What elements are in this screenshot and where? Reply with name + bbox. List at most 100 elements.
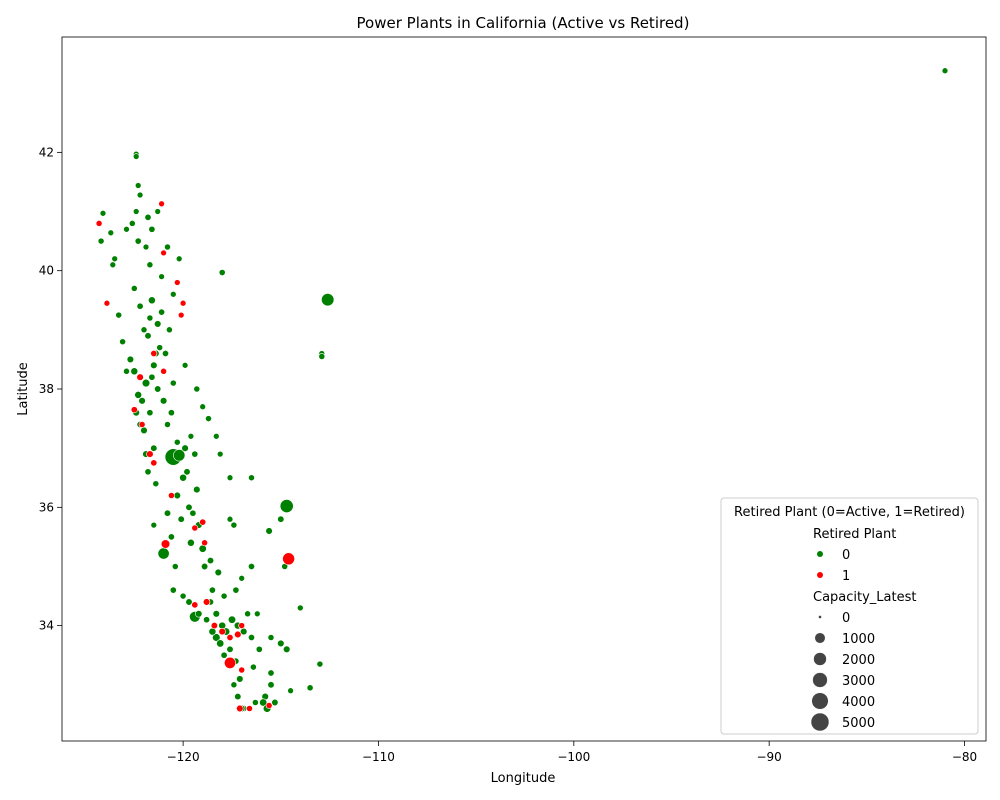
active-plant-point	[134, 237, 142, 245]
retired-plant-point	[179, 299, 187, 307]
active-plant-point	[177, 515, 185, 523]
retired-plant-point	[201, 539, 208, 547]
x-tick-label: −80	[952, 750, 977, 764]
active-plant-point	[107, 229, 115, 237]
retired-plant-point	[246, 705, 253, 712]
active-plant-point	[167, 533, 175, 541]
active-plant-point	[277, 515, 285, 523]
active-plant-point	[941, 67, 949, 74]
active-plant-point	[279, 499, 294, 514]
active-plant-point	[208, 586, 216, 594]
x-tick-label: −90	[756, 750, 781, 764]
active-plant-point	[141, 378, 151, 388]
retired-plant-point	[218, 627, 226, 636]
active-plant-point	[109, 261, 117, 269]
legend-marker-retired	[817, 572, 823, 578]
retired-plant-point	[210, 622, 218, 630]
active-plant-point	[181, 362, 189, 369]
legend-size-marker	[818, 615, 822, 619]
active-plant-point	[220, 651, 228, 659]
active-plant-point	[144, 213, 152, 221]
active-plant-point	[97, 237, 105, 245]
active-plant-point	[134, 182, 142, 189]
active-plant-point	[252, 699, 259, 706]
active-plant-point	[244, 610, 251, 618]
active-plant-point	[132, 208, 140, 215]
active-plant-point	[136, 191, 144, 199]
x-tick-label: −100	[557, 750, 590, 764]
active-plant-point	[171, 563, 179, 570]
retired-plant-point	[191, 524, 199, 532]
active-plant-point	[212, 633, 221, 642]
y-tick-label: 38	[39, 382, 54, 396]
retired-plant-point	[236, 704, 244, 713]
active-plant-point	[164, 243, 171, 251]
y-axis: 34 36 38 40 42	[39, 145, 62, 633]
active-plant-point	[198, 544, 207, 553]
y-axis-label: Latitude	[16, 362, 31, 416]
active-plant-point	[126, 355, 135, 364]
active-plant-point	[193, 385, 201, 393]
active-plant-point	[128, 220, 136, 227]
active-plant-point	[154, 385, 162, 393]
active-plant-point	[179, 592, 187, 600]
active-plant-point	[123, 226, 130, 233]
active-plant-point	[111, 255, 118, 263]
retired-plant-point	[191, 601, 199, 609]
active-plant-point	[189, 509, 197, 517]
active-plant-point	[144, 332, 152, 340]
active-plant-point	[173, 438, 181, 446]
active-plant-point	[283, 645, 291, 653]
active-plant-point	[156, 344, 164, 351]
active-plant-point	[169, 586, 177, 594]
active-plant-point	[193, 485, 201, 494]
active-plant-point	[158, 308, 166, 316]
legend-size-marker	[812, 672, 828, 688]
active-plant-point	[148, 373, 156, 381]
active-plant-point	[277, 639, 285, 648]
legend-size-label: 0	[842, 611, 850, 626]
y-tick-label: 40	[39, 264, 54, 278]
active-plant-point	[138, 397, 146, 405]
active-plant-point	[248, 474, 255, 482]
retired-plant-point	[265, 702, 273, 709]
y-tick-label: 36	[39, 500, 54, 514]
retired-plant-point	[138, 421, 146, 428]
retired-plant-point	[238, 666, 246, 674]
retired-plant-point	[158, 200, 165, 208]
active-plant-point	[218, 269, 226, 276]
active-plant-point	[316, 660, 324, 668]
legend-label-retired: 1	[842, 569, 850, 584]
x-axis: −120 −110 −100 −90 −80	[167, 741, 977, 764]
active-plant-point	[195, 610, 203, 618]
retired-plant-point	[234, 630, 242, 639]
active-plant-point	[150, 521, 158, 529]
chart-title: Power Plants in California (Active vs Re…	[357, 14, 690, 32]
x-tick-label: −110	[362, 750, 395, 764]
active-plant-point	[173, 449, 186, 462]
legend-size-marker	[810, 712, 830, 732]
legend-size-label: 3000	[842, 674, 875, 689]
active-plant-point	[130, 285, 138, 292]
active-plant-point	[140, 426, 148, 435]
active-plant-point	[267, 634, 275, 641]
retired-plant-point	[174, 279, 181, 286]
retired-plant-point	[130, 406, 138, 414]
active-plant-point	[306, 684, 314, 692]
active-plant-point	[157, 547, 170, 560]
y-tick-label: 34	[39, 619, 54, 633]
active-plant-point	[227, 615, 237, 624]
active-plant-point	[238, 575, 245, 582]
active-plant-point	[154, 208, 161, 215]
active-plant-point	[148, 296, 156, 305]
active-plant-point	[154, 320, 162, 328]
retired-plant-point	[199, 518, 207, 526]
active-plant-point	[226, 645, 234, 653]
active-plant-point	[183, 468, 191, 476]
active-plant-point	[130, 367, 139, 376]
active-plant-point	[206, 557, 215, 565]
active-plant-point	[236, 675, 244, 683]
active-plant-point	[150, 361, 158, 369]
active-plant-point	[142, 243, 150, 251]
